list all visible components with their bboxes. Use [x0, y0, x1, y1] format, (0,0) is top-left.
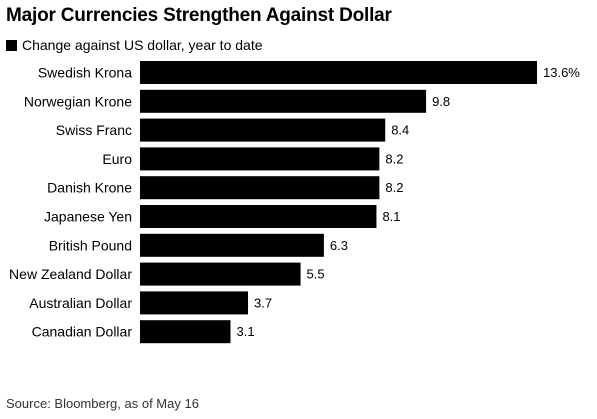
- category-label: Danish Krone: [47, 180, 132, 196]
- bar: [140, 233, 324, 257]
- category-label: Swedish Krona: [38, 65, 132, 81]
- value-label: 8.4: [391, 123, 409, 138]
- category-label: New Zealand Dollar: [9, 266, 132, 282]
- value-label: 8.1: [382, 209, 400, 224]
- category-label: Swiss Franc: [56, 122, 132, 138]
- value-label: 9.8: [432, 94, 450, 109]
- bar: [140, 118, 386, 142]
- value-label: 8.2: [385, 180, 403, 195]
- bar: [140, 89, 427, 113]
- category-label: Norwegian Krone: [24, 93, 132, 109]
- bar: [140, 320, 231, 344]
- legend-label: Change against US dollar, year to date: [22, 37, 263, 53]
- chart-title: Major Currencies Strengthen Against Doll…: [6, 5, 392, 26]
- bar: [140, 205, 377, 228]
- bar: [140, 176, 380, 200]
- category-label: British Pound: [49, 237, 132, 253]
- legend-swatch: [6, 39, 17, 51]
- value-label: 3.7: [254, 295, 272, 310]
- bar: [140, 147, 380, 171]
- bar: [140, 291, 249, 315]
- value-label: 13.6%: [543, 65, 580, 80]
- category-label: Australian Dollar: [29, 295, 132, 311]
- source-note: Source: Bloomberg, as of May 16: [6, 396, 199, 411]
- value-label: 3.1: [236, 324, 254, 339]
- category-label: Japanese Yen: [44, 209, 132, 225]
- bar: [140, 61, 537, 84]
- legend: Change against US dollar, year to date: [6, 36, 263, 54]
- category-label: Euro: [102, 151, 132, 167]
- value-label: 6.3: [330, 238, 348, 253]
- value-label: 5.5: [307, 267, 325, 282]
- value-label: 8.2: [385, 151, 403, 166]
- category-label: Canadian Dollar: [32, 324, 133, 340]
- bar: [140, 262, 301, 286]
